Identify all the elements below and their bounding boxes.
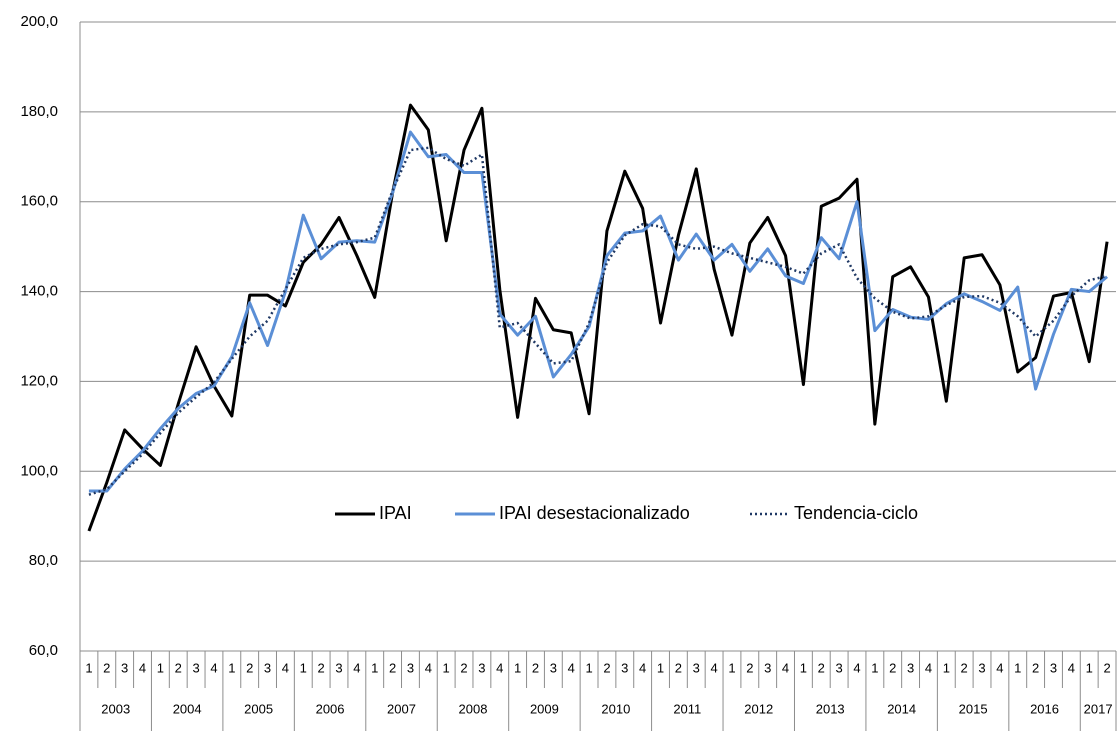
year-label: 2009 — [530, 701, 559, 716]
x-tick-label: 2 — [175, 660, 182, 675]
x-tick-label: 2 — [603, 660, 610, 675]
x-tick-label: 4 — [639, 660, 646, 675]
x-tick-label: 4 — [496, 660, 503, 675]
x-tick-label: 4 — [425, 660, 432, 675]
x-tick-label: 2 — [389, 660, 396, 675]
x-tick-label: 2 — [746, 660, 753, 675]
x-tick-label: 1 — [157, 660, 164, 675]
x-tick-label: 2 — [318, 660, 325, 675]
x-tick-label: 1 — [1014, 660, 1021, 675]
x-tick-label: 4 — [782, 660, 789, 675]
x-tick-label: 1 — [443, 660, 450, 675]
x-tick-label: 4 — [210, 660, 217, 675]
x-tick-label: 3 — [693, 660, 700, 675]
year-label: 2014 — [887, 701, 916, 716]
x-tick-label: 1 — [728, 660, 735, 675]
x-tick-label: 2 — [1103, 660, 1110, 675]
x-tick-label: 3 — [478, 660, 485, 675]
x-tick-label: 1 — [85, 660, 92, 675]
x-tick-label: 2 — [532, 660, 539, 675]
x-tick-label: 3 — [264, 660, 271, 675]
x-tick-label: 1 — [657, 660, 664, 675]
x-tick-label: 4 — [282, 660, 289, 675]
y-tick-label: 60,0 — [29, 642, 58, 659]
y-tick-label: 140,0 — [20, 283, 58, 300]
x-tick-label: 3 — [764, 660, 771, 675]
x-tick-label: 3 — [1050, 660, 1057, 675]
series-line — [88, 146, 1108, 496]
x-tick-label: 4 — [568, 660, 575, 675]
y-tick-label: 200,0 — [20, 13, 58, 30]
y-tick-label: 80,0 — [29, 552, 58, 569]
x-tick-label: 1 — [228, 660, 235, 675]
x-tick-label: 2 — [889, 660, 896, 675]
x-tick-label: 2 — [246, 660, 253, 675]
x-tick-label: 4 — [710, 660, 717, 675]
legend-label: IPAI desestacionalizado — [499, 503, 690, 523]
x-tick-label: 3 — [192, 660, 199, 675]
x-tick-label: 3 — [978, 660, 985, 675]
x-tick-label: 1 — [585, 660, 592, 675]
year-label: 2012 — [744, 701, 773, 716]
x-tick-label: 3 — [550, 660, 557, 675]
year-label: 2013 — [816, 701, 845, 716]
y-tick-label: 160,0 — [20, 193, 58, 210]
year-label: 2008 — [459, 701, 488, 716]
year-label: 2003 — [101, 701, 130, 716]
year-label: 2016 — [1030, 701, 1059, 716]
x-tick-label: 3 — [407, 660, 414, 675]
x-tick-label: 2 — [1032, 660, 1039, 675]
year-label: 2007 — [387, 701, 416, 716]
x-tick-label: 1 — [1086, 660, 1093, 675]
y-tick-label: 120,0 — [20, 372, 58, 389]
x-tick-label: 1 — [371, 660, 378, 675]
x-tick-label: 4 — [996, 660, 1003, 675]
year-label: 2010 — [601, 701, 630, 716]
y-tick-label: 100,0 — [20, 462, 58, 479]
x-tick-label: 4 — [853, 660, 860, 675]
x-tick-label: 1 — [800, 660, 807, 675]
x-tick-label: 4 — [925, 660, 932, 675]
x-tick-label: 4 — [353, 660, 360, 675]
x-tick-label: 2 — [818, 660, 825, 675]
year-label: 2006 — [316, 701, 345, 716]
x-tick-label: 3 — [836, 660, 843, 675]
x-tick-label: 2 — [460, 660, 467, 675]
x-tick-label: 1 — [943, 660, 950, 675]
legend-label: Tendencia-ciclo — [794, 503, 918, 523]
x-tick-label: 3 — [335, 660, 342, 675]
year-label: 2015 — [959, 701, 988, 716]
x-tick-label: 4 — [139, 660, 146, 675]
x-tick-label: 3 — [621, 660, 628, 675]
year-label: 2017 — [1084, 701, 1113, 716]
x-tick-label: 1 — [871, 660, 878, 675]
series-line — [87, 103, 1109, 532]
x-tick-label: 2 — [961, 660, 968, 675]
year-label: 2005 — [244, 701, 273, 716]
x-tick-label: 3 — [907, 660, 914, 675]
x-tick-label: 4 — [1068, 660, 1075, 675]
x-tick-label: 2 — [103, 660, 110, 675]
x-tick-label: 3 — [121, 660, 128, 675]
x-tick-label: 1 — [300, 660, 307, 675]
x-tick-label: 1 — [514, 660, 521, 675]
year-label: 2004 — [173, 701, 202, 716]
year-label: 2011 — [673, 701, 701, 716]
y-tick-label: 180,0 — [20, 103, 58, 120]
legend-label: IPAI — [379, 503, 412, 523]
x-tick-label: 2 — [675, 660, 682, 675]
